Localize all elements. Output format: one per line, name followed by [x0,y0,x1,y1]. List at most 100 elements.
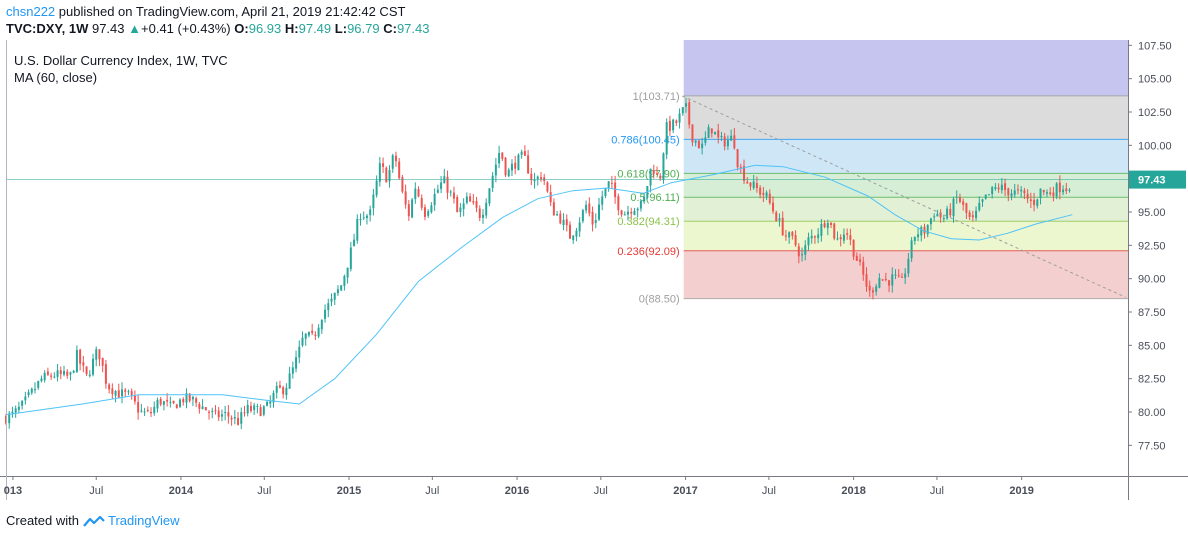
candle-body [578,222,581,232]
candle-body [95,349,98,360]
candle-body [743,165,746,181]
candle-body [217,410,220,418]
candle-body [440,182,443,189]
candle-body [398,161,401,179]
candle-body [404,191,407,205]
change-value: +0.41 (+0.43%) [141,21,231,36]
candle-body [411,199,414,218]
candle-body [952,198,955,217]
candle-body [1033,199,1036,205]
time-tick-label: 2018 [841,485,865,497]
last-value: 97.43 [91,21,125,36]
candle-body [1010,193,1013,197]
low-value: 96.79 [347,21,380,36]
candle-body [514,162,517,169]
candle-body [781,217,784,236]
price-tick-label: 95.00 [1138,207,1166,219]
candle-body [485,202,488,216]
candle-body [714,131,717,135]
candle-body [817,234,820,238]
candle-body [240,412,243,424]
candle-body [237,417,240,425]
candle-body [668,120,671,131]
price-tick-label: 107.50 [1138,40,1172,52]
candle-body [446,176,449,193]
candle-body [871,290,874,293]
candle-body [994,187,997,189]
candle-body [875,286,878,292]
candle-body [1029,199,1032,202]
candle-body [862,261,865,275]
candle-body [556,214,559,216]
candle-body [552,202,555,216]
fib-zone-1 [683,95,1128,140]
candle-body [140,410,143,412]
candle-body [510,163,513,171]
candle-body [933,216,936,218]
candle-body [717,130,720,138]
last-price-badge [1129,170,1186,189]
candle-body [24,396,27,401]
candle-body [772,202,775,212]
candle-body [617,196,620,211]
candle-body [965,203,968,213]
legend-title: U.S. Dollar Currency Index, 1W, TVC [14,53,228,68]
candle-body [75,350,78,372]
candle-body [472,201,475,203]
candle-body [137,402,140,413]
candle-body [375,180,378,196]
candle-body [85,366,88,375]
candle-body [533,179,536,182]
candle-body [63,371,66,375]
price-tick-label: 87.50 [1138,307,1166,319]
candle-body [791,231,794,236]
fib-zone-0.5 [683,197,1128,222]
published-text: published on TradingView.com, April 21, … [58,4,406,19]
price-tick-label: 82.50 [1138,374,1166,386]
time-tick-label: Jul [89,485,103,497]
candle-body [130,391,133,396]
candle-body [1036,199,1039,206]
candle-body [452,192,455,199]
candle-body [198,404,201,409]
candle-body [636,208,639,211]
candle-body [697,140,700,149]
created-with-label: Created with [6,513,79,528]
candle-body [701,143,704,149]
candle-body [121,389,124,397]
candle-body [494,164,497,176]
candle-body [752,181,755,189]
price-chart[interactable]: 1(103.71) 0.786(100.45) 0.618(97.90) 0.5(96… [0,40,1188,500]
candle-body [1023,190,1026,194]
candle-body [14,408,17,413]
candle-body [1004,183,1007,190]
fib-retracement[interactable]: 1(103.71) 0.786(100.45) 0.618(97.90) 0.5(96… [611,40,1128,306]
candle-body [1016,189,1019,191]
candle-body [633,210,636,215]
candle-body [430,205,433,213]
candle-body [784,235,787,237]
fib-level-label-0.618: 0.618(97.90) [617,168,679,180]
candle-body [643,196,646,202]
ma-line [5,164,1073,416]
candle-body [649,168,652,186]
candle-body [733,135,736,149]
candle-body [282,387,285,395]
tradingview-link[interactable]: TradingView [107,513,180,528]
candle-body [797,246,800,257]
candle-body [1000,184,1003,191]
candle-body [469,196,472,202]
candle-body [172,400,175,404]
author-link[interactable]: chsn222 [6,4,56,19]
candle-body [527,155,530,174]
candle-body [208,411,211,413]
candle-body [614,182,617,198]
candle-body [269,401,272,404]
candle-body [581,210,584,222]
candle-body [726,140,729,147]
high-value: 97.49 [298,21,332,36]
candle-body [162,401,165,405]
candle-body [262,406,265,415]
overlays [5,95,1128,416]
candle-body [333,292,336,300]
